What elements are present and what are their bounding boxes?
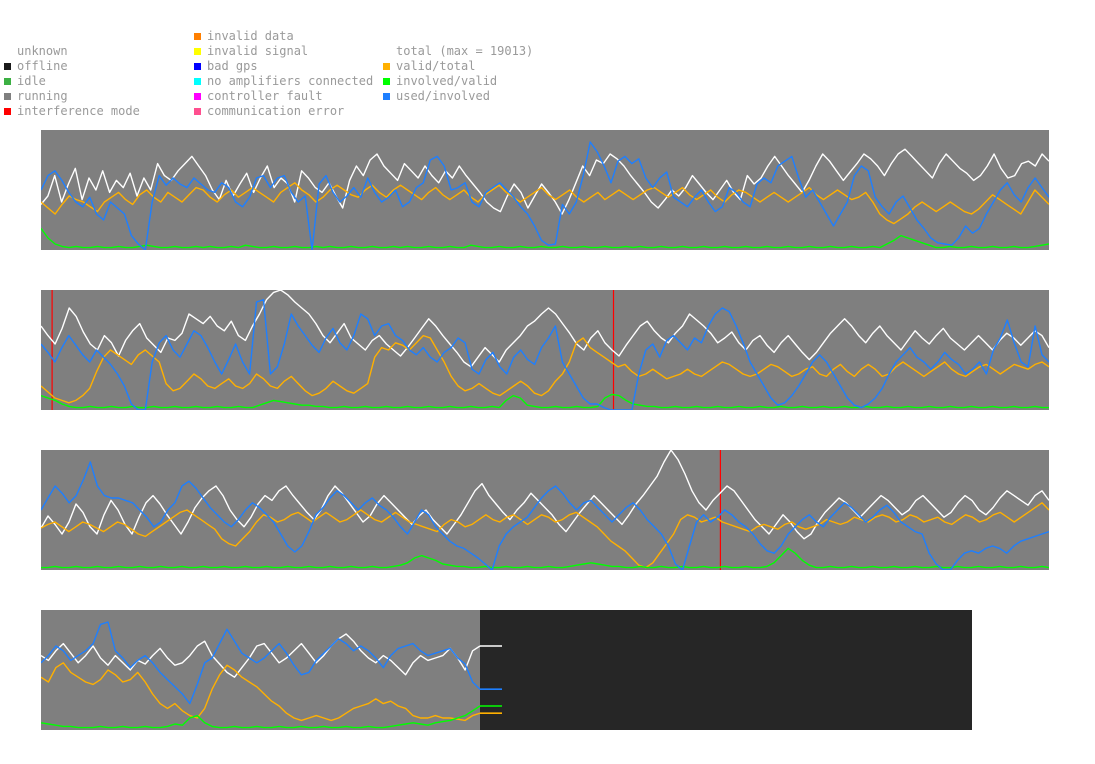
total-line	[41, 633, 481, 678]
total-line	[41, 450, 1049, 540]
chart-row-3-svg	[41, 450, 1049, 570]
legend-swatch	[4, 78, 11, 85]
legend-label: idle	[17, 74, 46, 88]
legend-swatch	[383, 63, 390, 70]
legend-label: unknown	[17, 44, 68, 58]
legend-label: involved/valid	[396, 74, 498, 88]
running-area	[41, 290, 1049, 410]
chart-row-1	[41, 130, 1049, 250]
legend-label: interference mode	[17, 104, 140, 118]
valid-total-line	[41, 662, 481, 722]
used-involved-line	[41, 141, 1049, 250]
running-area	[41, 130, 1049, 250]
chart-row-2-svg	[41, 290, 1049, 410]
involved-valid-line	[41, 393, 1049, 409]
total-line	[41, 290, 1049, 368]
legend-label: communication error	[207, 104, 345, 118]
chart-legend: unknown offline idle running interferenc…	[0, 0, 1095, 125]
legend-swatch	[383, 78, 390, 85]
total-line	[41, 148, 1049, 215]
legend-swatch	[4, 63, 11, 70]
used-involved-line	[41, 298, 1049, 410]
legend-swatch	[194, 63, 201, 70]
chart-row-4	[41, 610, 972, 730]
valid-total-line	[41, 334, 1049, 404]
chart-row-1-svg	[41, 130, 1049, 250]
legend-label: no amplifiers connected	[207, 74, 374, 88]
legend-label: invalid signal	[207, 44, 309, 58]
legend-label: controller fault	[207, 89, 323, 103]
legend-label: bad gps	[207, 59, 258, 73]
legend-label: valid/total	[396, 59, 476, 73]
valid-total-line	[41, 502, 1049, 569]
used-involved-line	[41, 621, 481, 705]
legend-swatch	[194, 93, 201, 100]
legend-label: offline	[17, 59, 68, 73]
legend-swatch	[194, 78, 201, 85]
legend-label: total (max = 19013)	[396, 44, 534, 58]
valid-total-line	[41, 182, 1049, 225]
legend-swatch	[194, 33, 201, 40]
legend-label: invalid data	[207, 29, 294, 43]
chart-row-2	[41, 290, 1049, 410]
legend-swatch	[194, 108, 201, 115]
chart-row-4-svg	[41, 610, 972, 730]
legend-label: used/involved	[396, 89, 490, 103]
involved-valid-line	[41, 705, 481, 729]
legend-swatch	[4, 108, 11, 115]
used-involved-line	[41, 461, 1049, 570]
legend-swatch	[4, 93, 11, 100]
chart-row-3	[41, 450, 1049, 570]
running-area	[41, 610, 480, 730]
legend-swatch	[194, 48, 201, 55]
involved-valid-line	[41, 227, 1049, 249]
legend-label: running	[17, 89, 68, 103]
legend-swatch	[383, 93, 390, 100]
involved-valid-line	[41, 547, 1049, 569]
